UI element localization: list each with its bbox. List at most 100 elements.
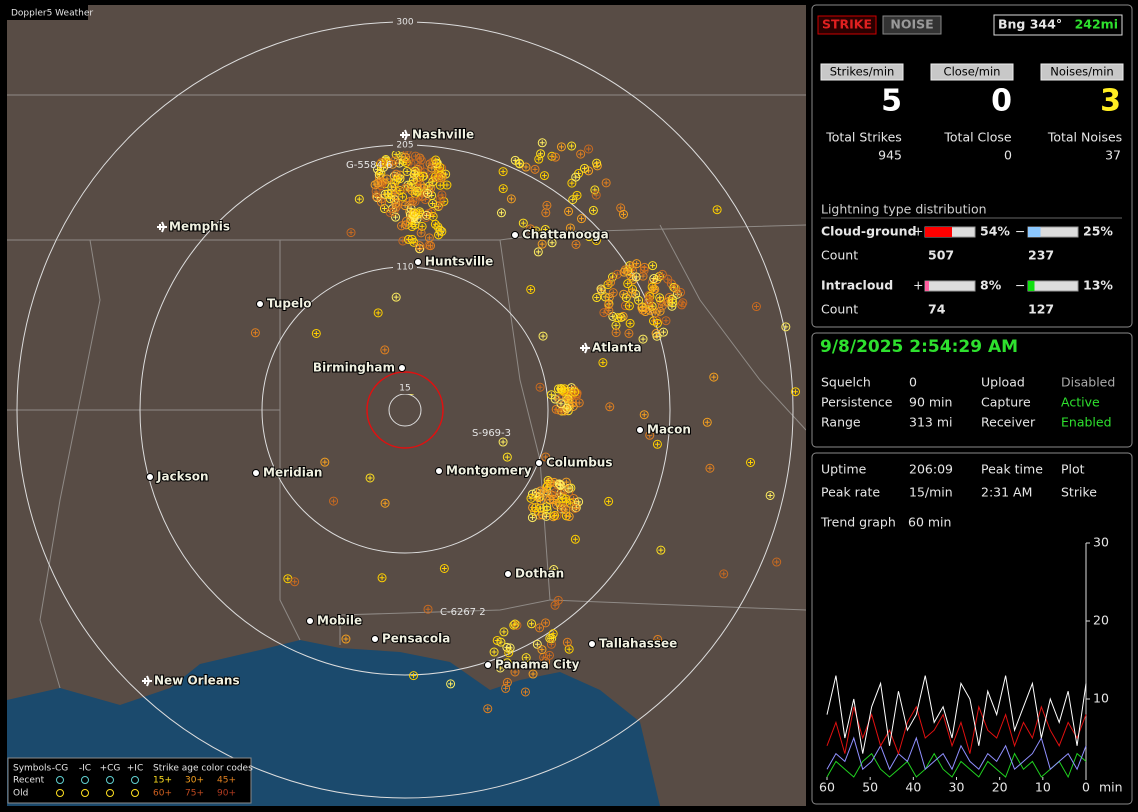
strike-symbol: [491, 649, 497, 655]
strike-symbol: [543, 454, 549, 460]
strike-symbol: [626, 330, 632, 336]
strike-button[interactable]: [817, 15, 877, 35]
strike-symbol: [418, 230, 424, 236]
strike-symbol: [619, 267, 629, 277]
strike-symbol: [512, 621, 518, 627]
app-label: Doppler5 Weather: [11, 9, 93, 19]
dist-bar: [1028, 227, 1041, 237]
city-label: Meridian: [263, 466, 322, 480]
strike-symbol: [435, 194, 445, 204]
strike-symbol: [572, 389, 578, 395]
strike-symbol: [424, 190, 430, 196]
strike-symbol: [618, 311, 628, 321]
strike-symbol: [506, 650, 512, 656]
strike-symbol: [550, 631, 556, 637]
strike-symbol: [285, 576, 291, 582]
strike-symbol: [659, 271, 665, 277]
strike-symbol: [556, 407, 562, 413]
strike-symbol: [550, 152, 560, 162]
strike-symbol: [391, 198, 401, 208]
city-label: Macon: [647, 423, 691, 437]
datetime: 9/8/2025 2:54:29 AM: [820, 337, 1018, 357]
strike-symbol: [439, 563, 449, 573]
strike-symbol: [533, 505, 539, 511]
strike-symbol: [504, 679, 510, 685]
strike-symbol: [793, 389, 799, 395]
strike-symbol: [498, 184, 508, 194]
strike-symbol: [539, 171, 549, 181]
strike-symbol: [521, 653, 531, 663]
strike-symbol: [393, 200, 399, 206]
strike-symbol: [544, 650, 554, 660]
strike-symbol: [506, 194, 516, 204]
strike-symbol: [579, 163, 589, 173]
strike-cluster-label: G-5584 6: [346, 160, 392, 171]
strike-symbol: [320, 457, 330, 467]
strike-symbol: [527, 513, 537, 523]
x-tick-label: 10: [1035, 780, 1051, 795]
strike-symbol: [550, 600, 560, 610]
strike-symbol: [430, 219, 440, 229]
total-value: 0: [1004, 148, 1012, 163]
strike-symbol: [537, 505, 543, 511]
strike-symbol: [500, 439, 506, 445]
strike-symbol: [365, 473, 375, 483]
strike-symbol: [534, 641, 540, 647]
strike-symbol: [380, 498, 390, 508]
strike-symbol: [437, 164, 443, 170]
strike-symbol: [528, 495, 534, 501]
dist-pct: 25%: [1083, 224, 1113, 239]
ring-label-bg: [393, 261, 417, 273]
strike-symbol: [532, 639, 542, 649]
strike-symbol: [542, 502, 552, 512]
strike-symbol: [379, 575, 385, 581]
strike-symbol: [252, 330, 258, 336]
strike-symbol: [660, 329, 666, 335]
setting: Active: [1061, 395, 1100, 410]
strike-symbol: [619, 209, 629, 219]
strike-symbol: [409, 208, 419, 218]
y-tick-label: 10: [1093, 691, 1109, 706]
strike-symbol: [541, 618, 551, 628]
count-value: 237: [1028, 248, 1054, 263]
strike-symbol: [504, 660, 510, 666]
strike-symbol: [529, 621, 535, 627]
strike-symbol: [624, 301, 634, 311]
strike-symbol: [374, 169, 384, 179]
x-tick-label: 30: [949, 780, 965, 795]
strike-symbol: [640, 336, 646, 342]
strike-symbol: [566, 646, 572, 652]
strike-symbol: [554, 479, 564, 489]
strike-symbol: [753, 304, 759, 310]
strike-symbol: [498, 639, 504, 645]
strike-symbol: [367, 475, 373, 481]
strike-symbol: [341, 634, 351, 644]
rate-label: Close/min: [944, 65, 1001, 79]
strike-symbol: [413, 153, 419, 159]
strike-symbol: [640, 307, 650, 317]
strike-symbol: [541, 452, 551, 462]
legend-symbol: [131, 789, 139, 797]
strike-symbol: [591, 236, 601, 246]
strike-symbol: [584, 144, 594, 154]
strike-symbol: [626, 303, 632, 309]
strike-symbol: [292, 579, 298, 585]
strike-symbol: [370, 180, 380, 190]
strike-symbol: [618, 314, 624, 320]
x-tick-label: 60: [819, 780, 835, 795]
strike-symbol: [523, 655, 529, 661]
noise-button[interactable]: [882, 15, 942, 35]
strike-symbol: [653, 634, 663, 644]
strike-symbol: [656, 545, 666, 555]
strike-symbol: [411, 210, 417, 216]
strike-symbol: [638, 271, 648, 281]
strike-symbol: [415, 241, 425, 251]
strike-button-label[interactable]: STRIKE: [822, 17, 872, 32]
strike-symbol: [555, 480, 565, 490]
strike-symbol: [542, 200, 552, 210]
strike-symbol: [650, 263, 656, 269]
strike-symbol: [704, 419, 710, 425]
y-tick-label: 20: [1093, 613, 1109, 628]
x-tick-label: 50: [862, 780, 878, 795]
noise-button-label[interactable]: NOISE: [890, 17, 933, 32]
